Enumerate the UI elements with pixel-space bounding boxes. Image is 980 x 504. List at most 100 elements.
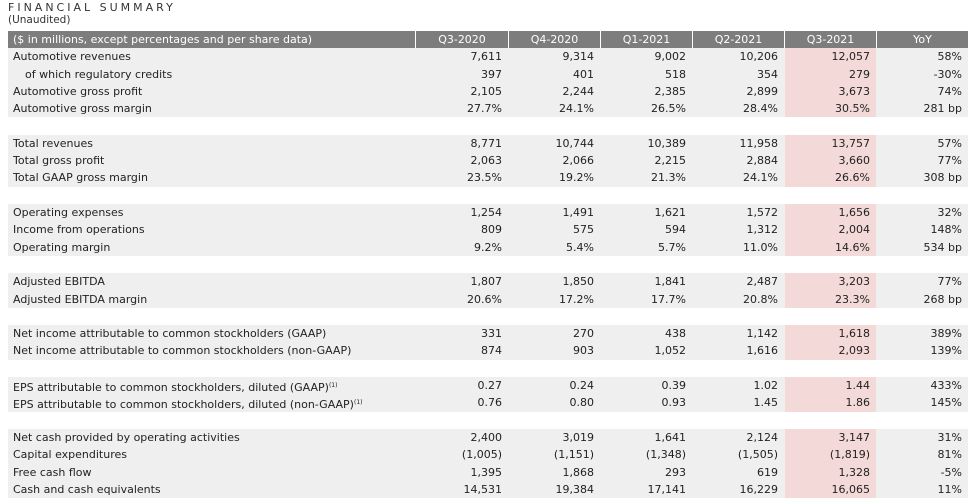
value-cell: 518	[665, 67, 686, 81]
value-cell: -5%	[940, 465, 962, 479]
value-cell: 14.6%	[835, 240, 870, 254]
label-text: Capital expenditures	[13, 448, 127, 462]
value-cell: 2,063	[470, 154, 503, 168]
value-cell: 148%	[930, 223, 962, 237]
value-cell: 3,660	[838, 154, 871, 168]
row-label: Automotive revenues	[8, 48, 131, 65]
value-cell: 1,142	[746, 327, 779, 341]
subtitle: (Unaudited)	[8, 14, 71, 26]
value-cell: 903	[573, 344, 594, 358]
value-cell: 308 bp	[923, 171, 962, 185]
row-label: Cash and cash equivalents	[8, 481, 161, 498]
value-cell: 3,147	[838, 430, 871, 444]
value-cell: 534 bp	[923, 240, 962, 254]
label-text: Free cash flow	[13, 465, 92, 479]
value-cell: 74%	[937, 84, 962, 98]
value-cell: 401	[573, 67, 594, 81]
value-cell: 397	[481, 67, 502, 81]
value-cell: 1,254	[470, 206, 503, 219]
value-cell: 2,884	[746, 154, 779, 168]
row-label: Capital expenditures	[8, 446, 127, 463]
label-text: Adjusted EBITDA	[13, 275, 105, 289]
value-cell: 24.1%	[743, 171, 778, 185]
highlight-column	[785, 204, 876, 256]
value-cell: 77%	[937, 154, 962, 168]
row-label: Operating margin	[8, 239, 110, 256]
value-cell: 9,002	[654, 50, 687, 64]
value-cell: 2,385	[654, 84, 687, 98]
value-cell: 19.2%	[559, 171, 594, 185]
label-text: of which regulatory credits	[25, 67, 173, 81]
value-cell: 9,314	[562, 50, 595, 64]
value-cell: 3,673	[838, 84, 871, 98]
value-cell: 5.4%	[566, 240, 594, 254]
value-cell: 57%	[937, 136, 962, 150]
value-cell: 17.2%	[559, 292, 594, 306]
title: FINANCIAL SUMMARY	[8, 1, 176, 14]
value-cell: 13,757	[831, 136, 871, 150]
label-text: Cash and cash equivalents	[13, 482, 161, 496]
value-cell: 874	[481, 344, 502, 358]
column-header: Q1-2021	[600, 31, 692, 48]
value-cell: 11%	[937, 482, 962, 496]
value-cell: 17.7%	[651, 292, 686, 306]
value-cell: 58%	[937, 50, 962, 64]
highlight-column	[785, 134, 876, 187]
value-cell: (1,151)	[553, 448, 594, 462]
label-text: Total GAAP gross margin	[13, 171, 148, 185]
value-cell: 1.86	[845, 396, 871, 410]
value-cell: 1,807	[470, 275, 503, 289]
value-cell: 331	[481, 327, 502, 341]
value-cell: 24.1%	[559, 102, 594, 116]
value-cell: 2,004	[838, 223, 871, 237]
value-cell: (1,505)	[737, 448, 778, 462]
row-label: Net cash provided by operating activitie…	[8, 429, 240, 446]
value-cell: 21.3%	[651, 171, 686, 185]
value-cell: 32%	[937, 206, 962, 219]
value-cell: 28.4%	[743, 102, 778, 116]
row-label: Operating expenses	[8, 204, 124, 221]
value-cell: 1,621	[654, 206, 687, 219]
value-cell: 145%	[930, 396, 962, 410]
value-cell: 9.2%	[474, 240, 502, 254]
value-cell: 16,229	[739, 482, 779, 496]
value-cell: 26.6%	[835, 171, 870, 185]
footnote-mark: (1)	[353, 399, 363, 407]
value-cell: 12,057	[831, 50, 871, 64]
value-cell: 2,899	[746, 84, 779, 98]
highlight-column	[785, 428, 876, 499]
label-text: Total gross profit	[13, 154, 105, 168]
value-cell: 1,641	[654, 430, 687, 444]
value-cell: (1,005)	[461, 448, 502, 462]
value-cell: 23.5%	[467, 171, 502, 185]
column-header: Q4-2020	[508, 31, 600, 48]
row-label: Total gross profit	[8, 152, 104, 169]
highlight-column	[785, 48, 876, 118]
label-text: EPS attributable to common stockholders,…	[13, 381, 329, 394]
value-cell: 10,744	[555, 136, 595, 150]
value-cell: 575	[573, 223, 594, 237]
value-cell: 1,656	[838, 206, 871, 219]
value-cell: 0.39	[661, 379, 687, 392]
value-cell: 2,244	[562, 84, 595, 98]
column-header: ($ in millions, except percentages and p…	[8, 31, 415, 48]
value-cell: 0.24	[569, 379, 595, 392]
value-cell: 293	[665, 465, 686, 479]
value-cell: 139%	[930, 344, 962, 358]
value-cell: 30.5%	[835, 102, 870, 116]
value-cell: 11.0%	[743, 240, 778, 254]
label-text: Net cash provided by operating activitie…	[13, 430, 240, 444]
value-cell: 31%	[937, 430, 962, 444]
label-text: Net income attributable to common stockh…	[13, 344, 352, 358]
value-cell: 281 bp	[923, 102, 962, 116]
value-cell: 27.7%	[467, 102, 502, 116]
value-cell: 1,491	[562, 206, 595, 219]
column-header: Q3-2021	[784, 31, 876, 48]
column-header: Q3-2020	[415, 31, 508, 48]
value-cell: 7,611	[470, 50, 503, 64]
value-cell: 1,572	[746, 206, 779, 219]
value-cell: 1,328	[838, 465, 871, 479]
label-text: Automotive gross profit	[13, 84, 143, 98]
value-cell: 279	[849, 67, 870, 81]
value-cell: 1,868	[562, 465, 595, 479]
